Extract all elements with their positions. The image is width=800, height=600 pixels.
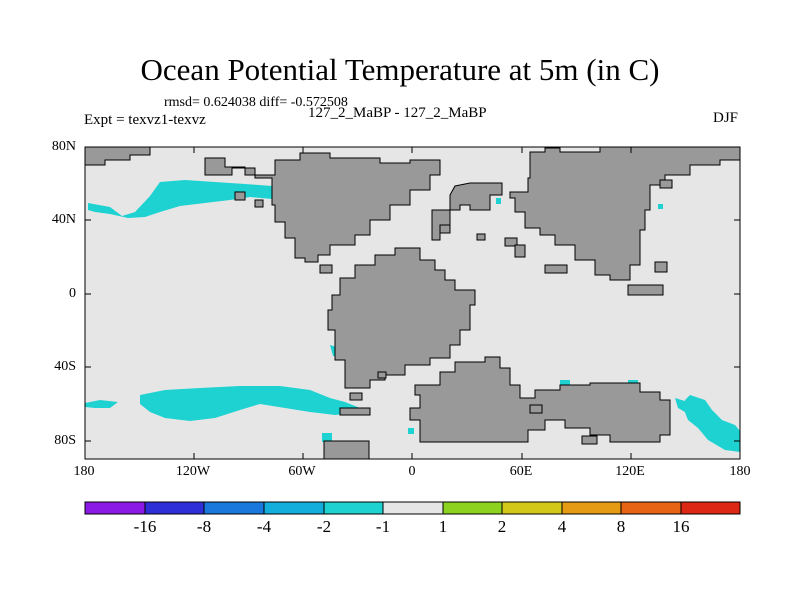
colorbar-label-9: 8 (616, 517, 626, 536)
land-island-7 (476, 233, 486, 241)
lat-label-40n: 40N (51, 212, 76, 227)
lon-label-120e: 120E (615, 464, 645, 479)
colorbar-swatch-3 (203, 501, 265, 515)
anomaly-southwest-indian-ocean (684, 395, 740, 452)
land-island-4 (323, 440, 370, 460)
lat-label-80n: 80N (51, 139, 76, 154)
colorbar (84, 501, 741, 515)
land-island-1 (349, 392, 363, 401)
runs-label: 127_2_MaBP - 127_2_MaBP (308, 105, 487, 121)
colorbar-label-2: -8 (196, 517, 212, 536)
lat-label-40s: 40S (54, 359, 76, 374)
lon-label-60e: 60E (509, 464, 533, 479)
map-panel (84, 146, 741, 460)
colorbar-swatch-6 (382, 501, 444, 515)
land-island-14 (581, 435, 598, 445)
land-island-2 (339, 407, 371, 416)
lon-label-60w: 60W (288, 464, 316, 479)
land-island-15 (659, 179, 673, 189)
rmsd-diff-stats: rmsd= 0.624038 diff= -0.572508 (164, 95, 348, 110)
land-antarctic-landmass (409, 356, 671, 443)
land-island-3 (377, 371, 387, 379)
colorbar-label-4: -2 (316, 517, 332, 536)
land-island-8 (504, 237, 518, 247)
land-island-6 (254, 199, 264, 208)
colorbar-swatch-2 (144, 501, 205, 515)
anomaly-north-atlantic-band (88, 180, 272, 218)
anomaly-north-atlantic-spot (496, 198, 501, 204)
lon-label-180e: 180 (729, 464, 751, 479)
anomaly-antarctic-spot-2 (408, 428, 414, 434)
colorbar-label-1: -16 (133, 517, 157, 536)
colorbar-label-5: -1 (375, 517, 391, 536)
land-island-16 (319, 264, 333, 274)
colorbar-swatch-8 (501, 501, 563, 515)
axis-ticks (84, 146, 741, 459)
colorbar-swatch-1 (84, 501, 146, 515)
lat-label-0: 0 (69, 286, 76, 301)
experiment-label: Expt = texvz1-texvz (84, 112, 206, 128)
land-arctic-peninsula (84, 146, 151, 166)
season-label: DJF (712, 110, 738, 126)
anomaly-southern-ocean-band (140, 386, 360, 421)
lon-label-180w: 180 (73, 464, 95, 479)
land-island-9 (514, 244, 526, 258)
colorbar-swatch-10 (620, 501, 682, 515)
anomaly-pacific-spot (658, 204, 663, 209)
colorbar-label-3: -4 (256, 517, 272, 536)
lat-label-80s: 80S (54, 433, 76, 448)
lon-label-0: 0 (408, 464, 416, 479)
land-north-landmass (204, 152, 441, 263)
land-island-13 (529, 404, 543, 414)
anomaly-southeast-indian-ocean (675, 398, 688, 412)
colorbar-swatch-9 (561, 501, 622, 515)
anomaly-indian-spot-1 (560, 380, 570, 386)
colorbar-label-6: 1 (438, 517, 448, 536)
colorbar-label-8: 4 (557, 517, 567, 536)
colorbar-swatch-7 (442, 501, 503, 515)
land-island-17 (439, 224, 451, 234)
map-title: Ocean Potential Temperature at 5m (in C) (140, 52, 660, 87)
anomaly-south-pacific-streak (85, 400, 118, 408)
land-island-11 (627, 284, 664, 296)
land-masses (84, 146, 741, 460)
colorbar-swatch-4 (263, 501, 325, 515)
colorbar-swatch-11 (680, 501, 741, 515)
colorbar-label-7: 2 (497, 517, 507, 536)
colorbar-label-10: 16 (672, 517, 690, 536)
land-island-10 (544, 264, 568, 274)
land-southern-landmass (327, 247, 476, 389)
anomaly-antarctic-spot (322, 433, 332, 442)
land-island-5 (234, 191, 246, 201)
land-island-12 (654, 261, 668, 273)
lon-label-120w: 120W (175, 464, 211, 479)
colorbar-swatch-5 (323, 501, 384, 515)
